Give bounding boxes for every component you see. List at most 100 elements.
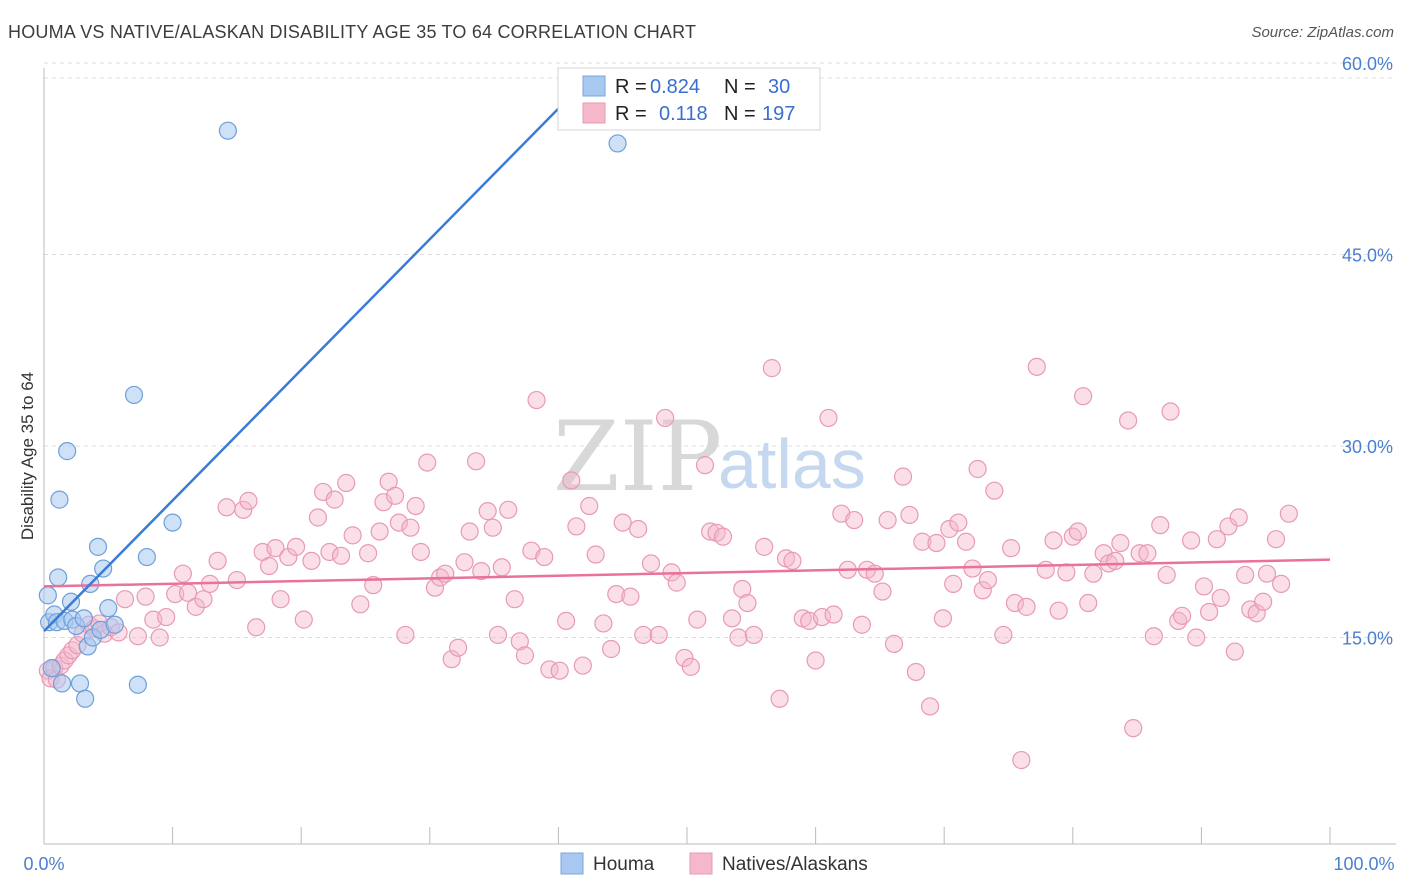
native-point xyxy=(488,625,508,645)
native-point xyxy=(681,657,700,676)
native-point xyxy=(1027,357,1046,376)
native-point xyxy=(436,564,455,583)
axes xyxy=(43,68,1396,845)
native-point xyxy=(1063,527,1082,546)
y-tick-labels: 15.0% 30.0% 45.0% 60.0% xyxy=(1342,54,1393,649)
trend-lines xyxy=(43,68,1331,632)
houma-point xyxy=(88,537,108,556)
native-point xyxy=(1005,593,1025,613)
native-point xyxy=(259,556,279,576)
native-point xyxy=(762,359,781,378)
houma-point xyxy=(76,689,95,708)
houma-point xyxy=(608,134,627,153)
legend-r-value-native: 0.118 xyxy=(659,103,708,125)
native-point xyxy=(515,646,535,665)
native-point xyxy=(733,579,752,599)
native-point xyxy=(744,625,763,645)
native-point xyxy=(562,471,581,490)
houma-point xyxy=(50,490,69,509)
native-point xyxy=(448,638,468,657)
houma-point xyxy=(163,513,182,532)
native-point xyxy=(358,544,378,563)
native-point xyxy=(852,615,871,634)
native-point xyxy=(956,532,976,551)
native-point xyxy=(667,573,686,592)
legend-n-value-native: 197 xyxy=(762,103,795,125)
native-point xyxy=(865,564,884,583)
native-point xyxy=(629,519,648,539)
x-tick-marks xyxy=(43,827,1331,844)
native-point xyxy=(567,517,586,536)
native-point xyxy=(343,526,362,545)
native-point xyxy=(279,547,298,567)
native-point xyxy=(150,628,169,647)
native-point xyxy=(418,453,437,472)
native-point xyxy=(286,537,306,556)
native-point xyxy=(510,632,529,651)
watermark-zip: ZIP xyxy=(553,401,722,513)
native-point xyxy=(1229,508,1248,527)
native-point xyxy=(634,625,653,645)
native-point xyxy=(695,456,715,475)
native-point xyxy=(884,634,904,653)
bottom-legend-native: Natives/Alaskans xyxy=(722,854,868,875)
native-point xyxy=(325,490,344,509)
legend-swatch-native xyxy=(582,102,606,124)
native-point xyxy=(239,491,258,510)
houma-point xyxy=(218,121,237,140)
houma-point xyxy=(38,586,57,605)
native-point xyxy=(949,513,968,532)
houma-point xyxy=(49,568,68,587)
native-point xyxy=(1211,588,1230,608)
native-point xyxy=(337,473,356,493)
native-point xyxy=(157,607,176,627)
native-point xyxy=(1207,530,1226,549)
native-point xyxy=(656,408,675,428)
native-point xyxy=(483,518,502,537)
native-point xyxy=(1036,560,1055,579)
native-point xyxy=(1068,522,1088,541)
watermark: ZIP atlas xyxy=(553,401,866,513)
native-point xyxy=(607,584,626,604)
native-point xyxy=(406,496,425,516)
native-point xyxy=(557,611,576,631)
native-point xyxy=(173,564,192,583)
native-point xyxy=(478,502,497,521)
houma-trend-line xyxy=(43,68,598,632)
native-point xyxy=(675,648,694,668)
native-point xyxy=(1106,551,1125,571)
native-point xyxy=(1200,602,1219,622)
gridlines xyxy=(44,62,1396,638)
native-point xyxy=(985,481,1004,500)
legend-swatch-houma xyxy=(582,75,606,97)
native-point xyxy=(385,486,405,505)
houma-point xyxy=(70,674,90,693)
native-point xyxy=(806,651,825,670)
native-point xyxy=(783,551,802,571)
native-point xyxy=(128,627,147,646)
native-point xyxy=(580,496,599,516)
native-point xyxy=(812,607,832,627)
native-point xyxy=(933,609,953,628)
native-point xyxy=(320,542,339,562)
native-point xyxy=(374,493,393,512)
native-point xyxy=(302,551,321,571)
native-trend-line xyxy=(43,558,1331,588)
native-point xyxy=(1173,606,1192,625)
native-point xyxy=(331,546,351,565)
native-point xyxy=(649,625,668,645)
houma-point xyxy=(94,559,113,578)
x-tick-label-min: 0.0% xyxy=(23,854,64,874)
native-point xyxy=(1017,597,1036,616)
native-point xyxy=(994,625,1013,645)
native-point xyxy=(1073,387,1093,406)
native-point xyxy=(1044,531,1063,550)
native-point xyxy=(968,459,987,479)
native-point xyxy=(978,570,998,590)
native-point xyxy=(1049,601,1068,620)
native-point xyxy=(136,587,155,606)
native-point xyxy=(713,527,733,546)
native-point xyxy=(351,595,370,614)
native-point xyxy=(1272,574,1291,593)
native-point xyxy=(1254,592,1273,611)
